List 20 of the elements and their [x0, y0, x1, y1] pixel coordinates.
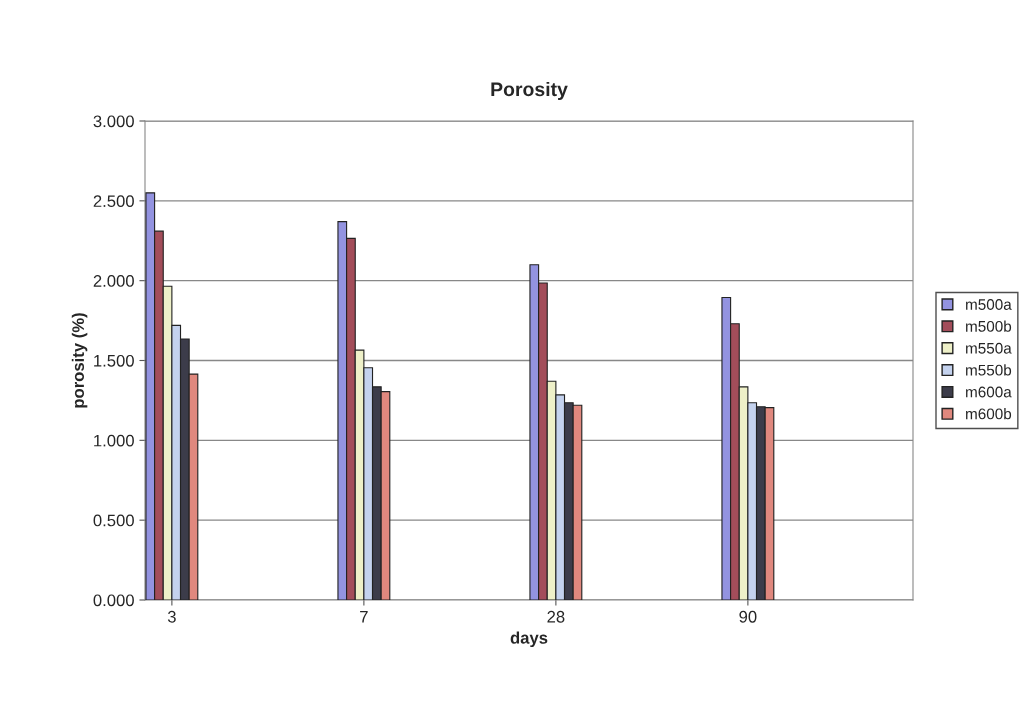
legend-label: m500a: [966, 299, 1012, 310]
x-tick-label: 3: [167, 610, 176, 623]
y-tick-label: 1.000: [94, 434, 134, 447]
chart-title: Porosity: [491, 81, 568, 101]
x-tick-label: 90: [739, 610, 757, 623]
y-tick-label: 2.500: [93, 195, 134, 208]
legend-label: m600a: [966, 386, 1012, 398]
y-tick-label: 0.500: [93, 514, 134, 527]
x-axis-title: days: [510, 631, 548, 648]
legend-label: m500b: [966, 320, 1012, 332]
y-tick-label: 2.000: [93, 275, 134, 287]
y-tick-label: 1.500: [94, 354, 134, 367]
x-tick-label: 28: [547, 610, 565, 623]
y-tick-label: 0.000: [93, 594, 134, 607]
legend-label: m550b: [966, 364, 1012, 376]
y-axis-title: porosity (%): [71, 313, 88, 408]
legend-label: m600b: [966, 408, 1012, 420]
legend-label: m550a: [966, 342, 1012, 354]
y-tick-label: 3.000: [93, 115, 134, 128]
x-tick-label: 7: [360, 611, 368, 623]
